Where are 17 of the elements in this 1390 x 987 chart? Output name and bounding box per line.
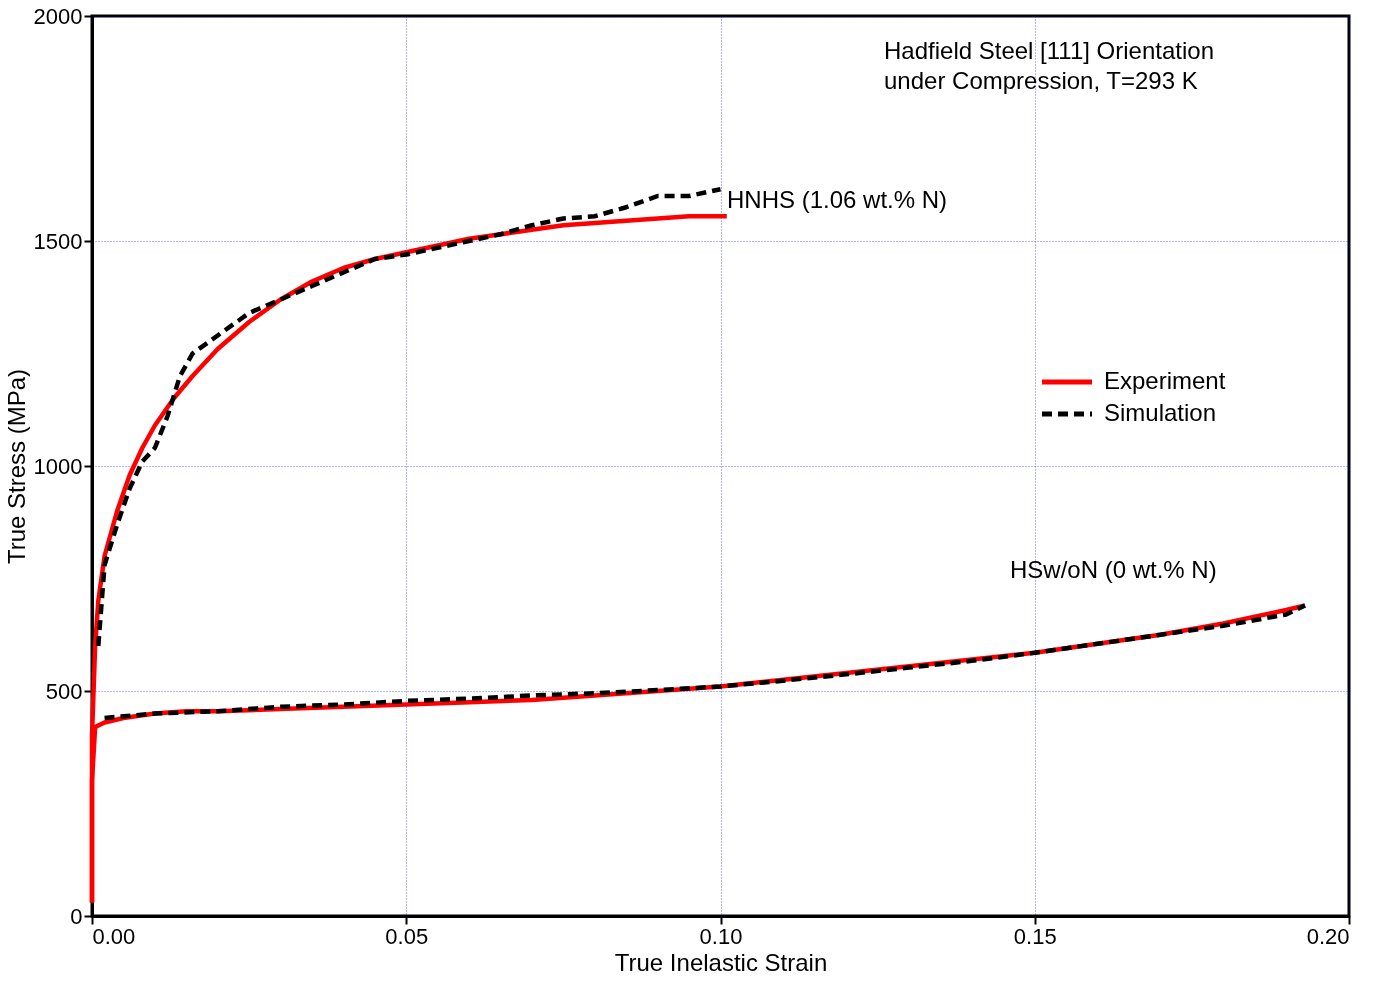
y-axis-title: True Stress (MPa) [2,368,30,565]
y-tick-label: 2000 [33,3,83,29]
y-tick-label: 1500 [33,228,83,254]
annotation: HNHS (1.06 wt.% N) [727,186,948,213]
annotation: Hadfield Steel [111] Orientation under Compression, T=293 K [884,37,1214,94]
x-tick-label: 0.20 [1306,923,1350,949]
x-tick-label: 0.00 [92,923,136,949]
y-tick-label: 500 [45,678,83,704]
x-tick-label: 0.10 [699,923,743,949]
legend-label: Experiment [1104,367,1226,394]
legend-label: Simulation [1104,399,1217,426]
x-tick-label: 0.15 [1013,923,1057,949]
x-tick-label: 0.05 [385,923,429,949]
y-tick-label: 0 [70,903,83,929]
annotation: HSw/oN (0 wt.% N) [1010,556,1217,583]
y-tick-label: 1000 [33,453,83,479]
x-axis-title: True Inelastic Strain [614,948,828,976]
